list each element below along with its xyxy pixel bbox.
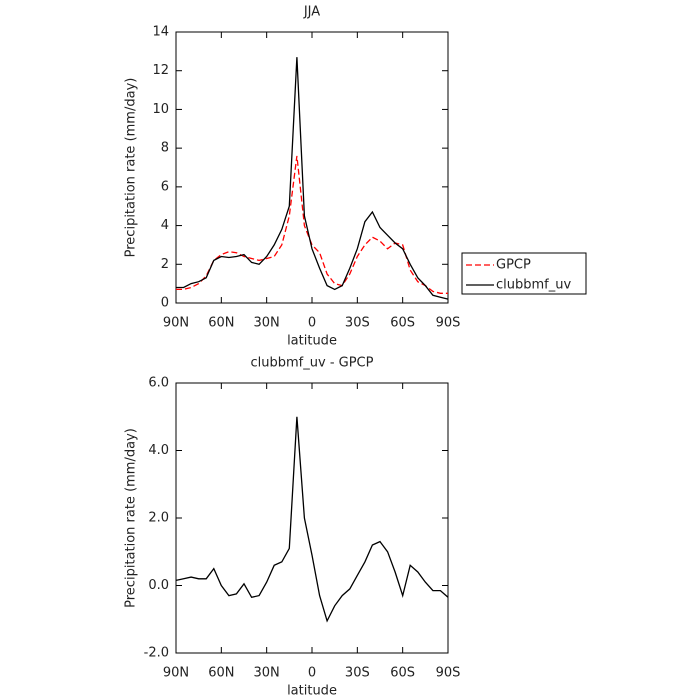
plot-frame [175, 31, 449, 304]
y-tick-label: 4.0 [148, 443, 169, 458]
y-tick-label: 6 [161, 179, 169, 194]
x-tick-label: 30N [254, 666, 280, 681]
y-tick-label: 10 [152, 102, 169, 117]
chart-title: JJA [303, 5, 320, 20]
y-tick-label: -2.0 [144, 646, 169, 661]
x-tick-label: 90S [436, 316, 461, 331]
plot-frame [175, 382, 449, 654]
y-tick-label: 2 [161, 257, 169, 272]
data-line [176, 155, 448, 294]
x-axis-label: latitude [287, 684, 337, 699]
x-tick-label: 90S [436, 666, 461, 681]
legend-box [461, 252, 587, 295]
x-tick-label: 90N [163, 666, 189, 681]
y-tick-label: 2.0 [148, 511, 169, 526]
x-tick-label: 60S [390, 666, 415, 681]
x-tick-label: 60N [208, 316, 234, 331]
y-tick-label: 4 [161, 218, 169, 233]
legend-label: clubbmf_uv [496, 278, 571, 293]
y-tick-label: 12 [152, 63, 169, 78]
x-tick-label: 30N [254, 316, 280, 331]
y-axis-label: Precipitation rate (mm/day) [124, 428, 139, 608]
y-tick-label: 0 [161, 296, 169, 311]
x-tick-label: 0 [308, 666, 316, 681]
y-tick-label: 0.0 [148, 578, 169, 593]
x-tick-label: 60N [208, 666, 234, 681]
x-tick-label: 60S [390, 316, 415, 331]
chart-title: clubbmf_uv - GPCP [251, 356, 374, 371]
legend-label: GPCP [496, 258, 531, 273]
x-tick-label: 0 [308, 316, 316, 331]
data-line [175, 416, 449, 623]
x-tick-label: 90N [163, 316, 189, 331]
x-tick-label: 30S [345, 316, 370, 331]
x-axis-label: latitude [287, 334, 337, 349]
data-line [176, 57, 449, 300]
y-axis-label: Precipitation rate (mm/day) [124, 78, 139, 258]
x-tick-label: 30S [345, 666, 370, 681]
y-tick-label: 14 [152, 25, 169, 40]
y-tick-label: 8 [161, 141, 169, 156]
y-tick-label: 6.0 [148, 376, 169, 391]
